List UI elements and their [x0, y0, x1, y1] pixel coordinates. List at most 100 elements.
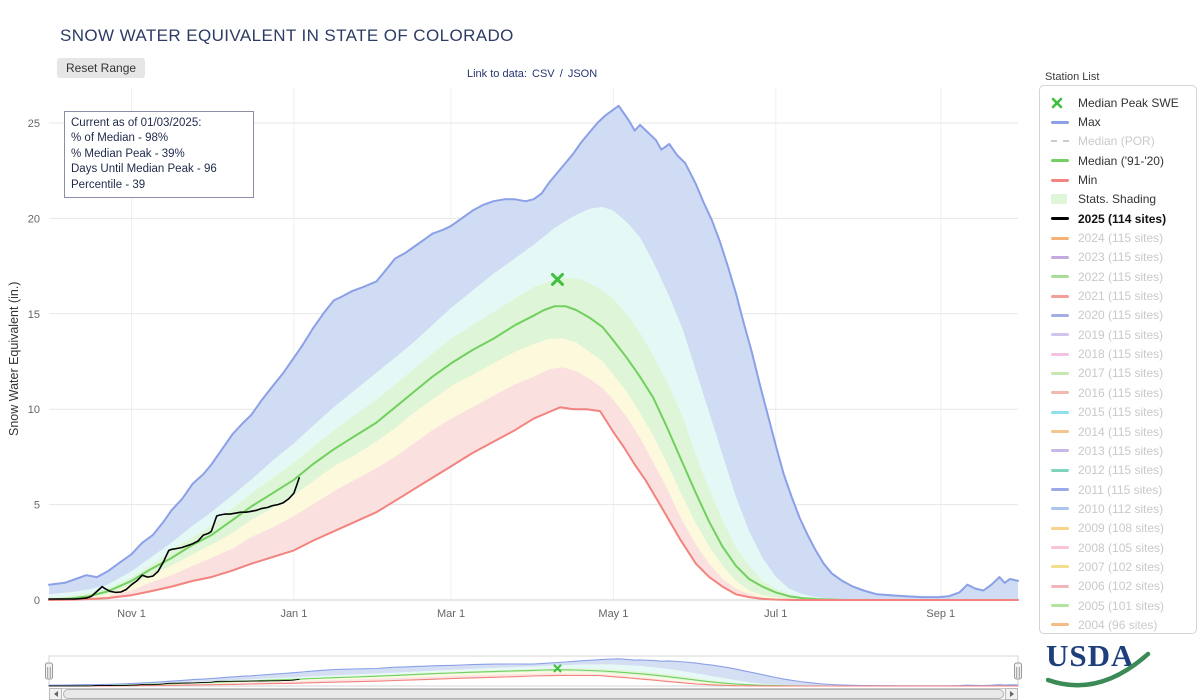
legend-item-label: 2022 (115 sites) [1078, 269, 1164, 284]
legend-item-2025-114-sites[interactable]: 2025 (114 sites) [1040, 209, 1196, 228]
right-arrow-icon [1009, 691, 1014, 697]
legend-item-label: 2023 (115 sites) [1078, 250, 1164, 265]
legend-item-label: 2014 (115 sites) [1078, 424, 1164, 439]
link-separator: / [559, 68, 563, 80]
status-line-date: Current as of 01/03/2025: [71, 117, 202, 129]
x-tick-label: Jul 1 [764, 608, 787, 620]
legend-item-label: 2013 (115 sites) [1078, 443, 1164, 458]
legend-item-label: 2009 (108 sites) [1078, 521, 1165, 536]
legend-item-2021-115-sites[interactable]: 2021 (115 sites) [1040, 286, 1196, 305]
navigator-handle-left[interactable] [45, 662, 53, 680]
legend-item-2022-115-sites[interactable]: 2022 (115 sites) [1040, 267, 1196, 286]
line-swatch-icon [1051, 430, 1073, 434]
legend-item-2004-96-sites[interactable]: 2004 (96 sites) [1040, 615, 1196, 634]
status-line-percentile: Percentile - 39 [71, 178, 146, 191]
csv-link[interactable]: CSV [532, 68, 555, 80]
scrollbar-track[interactable] [62, 688, 1005, 700]
current-status-box: Current as of 01/03/2025: % of Median - … [64, 111, 254, 199]
y-axis-title: Snow Water Equivalent (in.) [7, 281, 21, 437]
legend-item-2024-115-sites[interactable]: 2024 (115 sites) [1040, 228, 1196, 247]
legend-item-2013-115-sites[interactable]: 2013 (115 sites) [1040, 441, 1196, 460]
line-swatch-icon [1051, 333, 1073, 337]
legend-item-label: 2007 (102 sites) [1078, 559, 1165, 574]
legend-item-min[interactable]: Min [1040, 170, 1196, 189]
legend-item-label: Stats. Shading [1078, 192, 1157, 207]
scrollbar-left-arrow[interactable] [49, 688, 62, 700]
link-to-data-label: Link to data: [467, 68, 527, 80]
legend-item-label: 2004 (96 sites) [1078, 617, 1158, 632]
legend-item-2009-108-sites[interactable]: 2009 (108 sites) [1040, 519, 1196, 538]
legend-item-median-peak-swe[interactable]: Median Peak SWE [1040, 93, 1196, 112]
y-tick-label: 0 [34, 595, 40, 607]
legend-item-2012-115-sites[interactable]: 2012 (115 sites) [1040, 461, 1196, 480]
reset-range-button[interactable]: Reset Range [57, 58, 146, 78]
legend-item-2007-102-sites[interactable]: 2007 (102 sites) [1040, 557, 1196, 576]
legend-item-label: 2019 (115 sites) [1078, 327, 1164, 342]
x-tick-label: Nov 1 [117, 608, 146, 620]
data-links: Link to data: CSV / JSON [467, 68, 599, 80]
legend-item-label: 2018 (115 sites) [1078, 347, 1164, 362]
legend-item-label: Median (POR) [1078, 134, 1155, 149]
legend-item-2020-115-sites[interactable]: 2020 (115 sites) [1040, 306, 1196, 325]
y-tick-label: 25 [28, 118, 40, 130]
y-tick-label: 5 [34, 500, 40, 512]
usda-logo: USDA [1046, 638, 1156, 694]
legend-item-2011-115-sites[interactable]: 2011 (115 sites) [1040, 480, 1196, 499]
line-swatch-icon [1051, 410, 1073, 414]
line-swatch-icon [1051, 255, 1073, 259]
line-swatch-icon [1051, 623, 1073, 627]
legend-item-median-91-20[interactable]: Median ('91-'20) [1040, 151, 1196, 170]
x-tick-label: Mar 1 [437, 608, 465, 620]
legend-item-label: 2024 (115 sites) [1078, 231, 1164, 246]
range-scrollbar[interactable] [49, 688, 1018, 700]
legend-item-2014-115-sites[interactable]: 2014 (115 sites) [1040, 422, 1196, 441]
legend-item-2017-115-sites[interactable]: 2017 (115 sites) [1040, 364, 1196, 383]
legend-item-label: 2016 (115 sites) [1078, 385, 1164, 400]
line-swatch-icon [1051, 371, 1073, 375]
scrollbar-right-arrow[interactable] [1005, 688, 1018, 700]
station-list-button[interactable]: Station List [1045, 71, 1100, 83]
left-arrow-icon [53, 691, 58, 697]
status-line-pct-median-peak: % Median Peak - 39% [71, 147, 185, 160]
navigator-handle-right[interactable] [1014, 662, 1022, 680]
legend-items: Median Peak SWE Max Median (POR) Median ('9… [1040, 93, 1196, 635]
line-swatch-icon [1051, 391, 1073, 395]
legend-item-max[interactable]: Max [1040, 112, 1196, 131]
x-tick-label: Jan 1 [280, 608, 307, 620]
legend-item-label: 2012 (115 sites) [1078, 463, 1164, 478]
scrollbar-thumb[interactable] [63, 689, 1004, 699]
y-tick-label: 10 [28, 404, 40, 416]
line-swatch-icon [1051, 565, 1073, 569]
legend-item-2019-115-sites[interactable]: 2019 (115 sites) [1040, 325, 1196, 344]
legend-item-2023-115-sites[interactable]: 2023 (115 sites) [1040, 248, 1196, 267]
legend-item-2010-112-sites[interactable]: 2010 (112 sites) [1040, 499, 1196, 518]
legend-item-median-por[interactable]: Median (POR) [1040, 132, 1196, 151]
legend-item-2006-102-sites[interactable]: 2006 (102 sites) [1040, 577, 1196, 596]
line-swatch-icon [1051, 488, 1073, 492]
navigator-chart[interactable] [45, 655, 1022, 687]
x-tick-label: Sep 1 [926, 608, 955, 620]
legend-item-stats-shading[interactable]: Stats. Shading [1040, 190, 1196, 209]
legend-item-label: 2008 (105 sites) [1078, 540, 1165, 555]
legend-item-label: 2011 (115 sites) [1078, 482, 1163, 497]
x-marker-icon [1051, 97, 1073, 109]
legend-item-label: Min [1078, 173, 1098, 188]
legend-item-2005-101-sites[interactable]: 2005 (101 sites) [1040, 596, 1196, 615]
legend-item-2015-115-sites[interactable]: 2015 (115 sites) [1040, 403, 1196, 422]
line-swatch-icon [1051, 546, 1073, 550]
json-link[interactable]: JSON [567, 68, 598, 80]
legend-item-label: 2010 (112 sites) [1078, 501, 1164, 516]
legend-item-label: Max [1078, 115, 1101, 130]
line-swatch-icon [1051, 313, 1073, 317]
legend-item-2016-115-sites[interactable]: 2016 (115 sites) [1040, 383, 1196, 402]
x-tick-label: May 1 [598, 608, 628, 620]
median-peak-marker [553, 664, 562, 673]
legend-item-label: 2017 (115 sites) [1078, 366, 1164, 381]
legend-item-2018-115-sites[interactable]: 2018 (115 sites) [1040, 344, 1196, 363]
legend-item-label: 2020 (115 sites) [1078, 308, 1164, 323]
legend-item-label: 2006 (102 sites) [1078, 579, 1165, 594]
line-swatch-icon [1051, 236, 1073, 240]
legend-item-2008-105-sites[interactable]: 2008 (105 sites) [1040, 538, 1196, 557]
line-swatch-icon [1051, 352, 1073, 356]
